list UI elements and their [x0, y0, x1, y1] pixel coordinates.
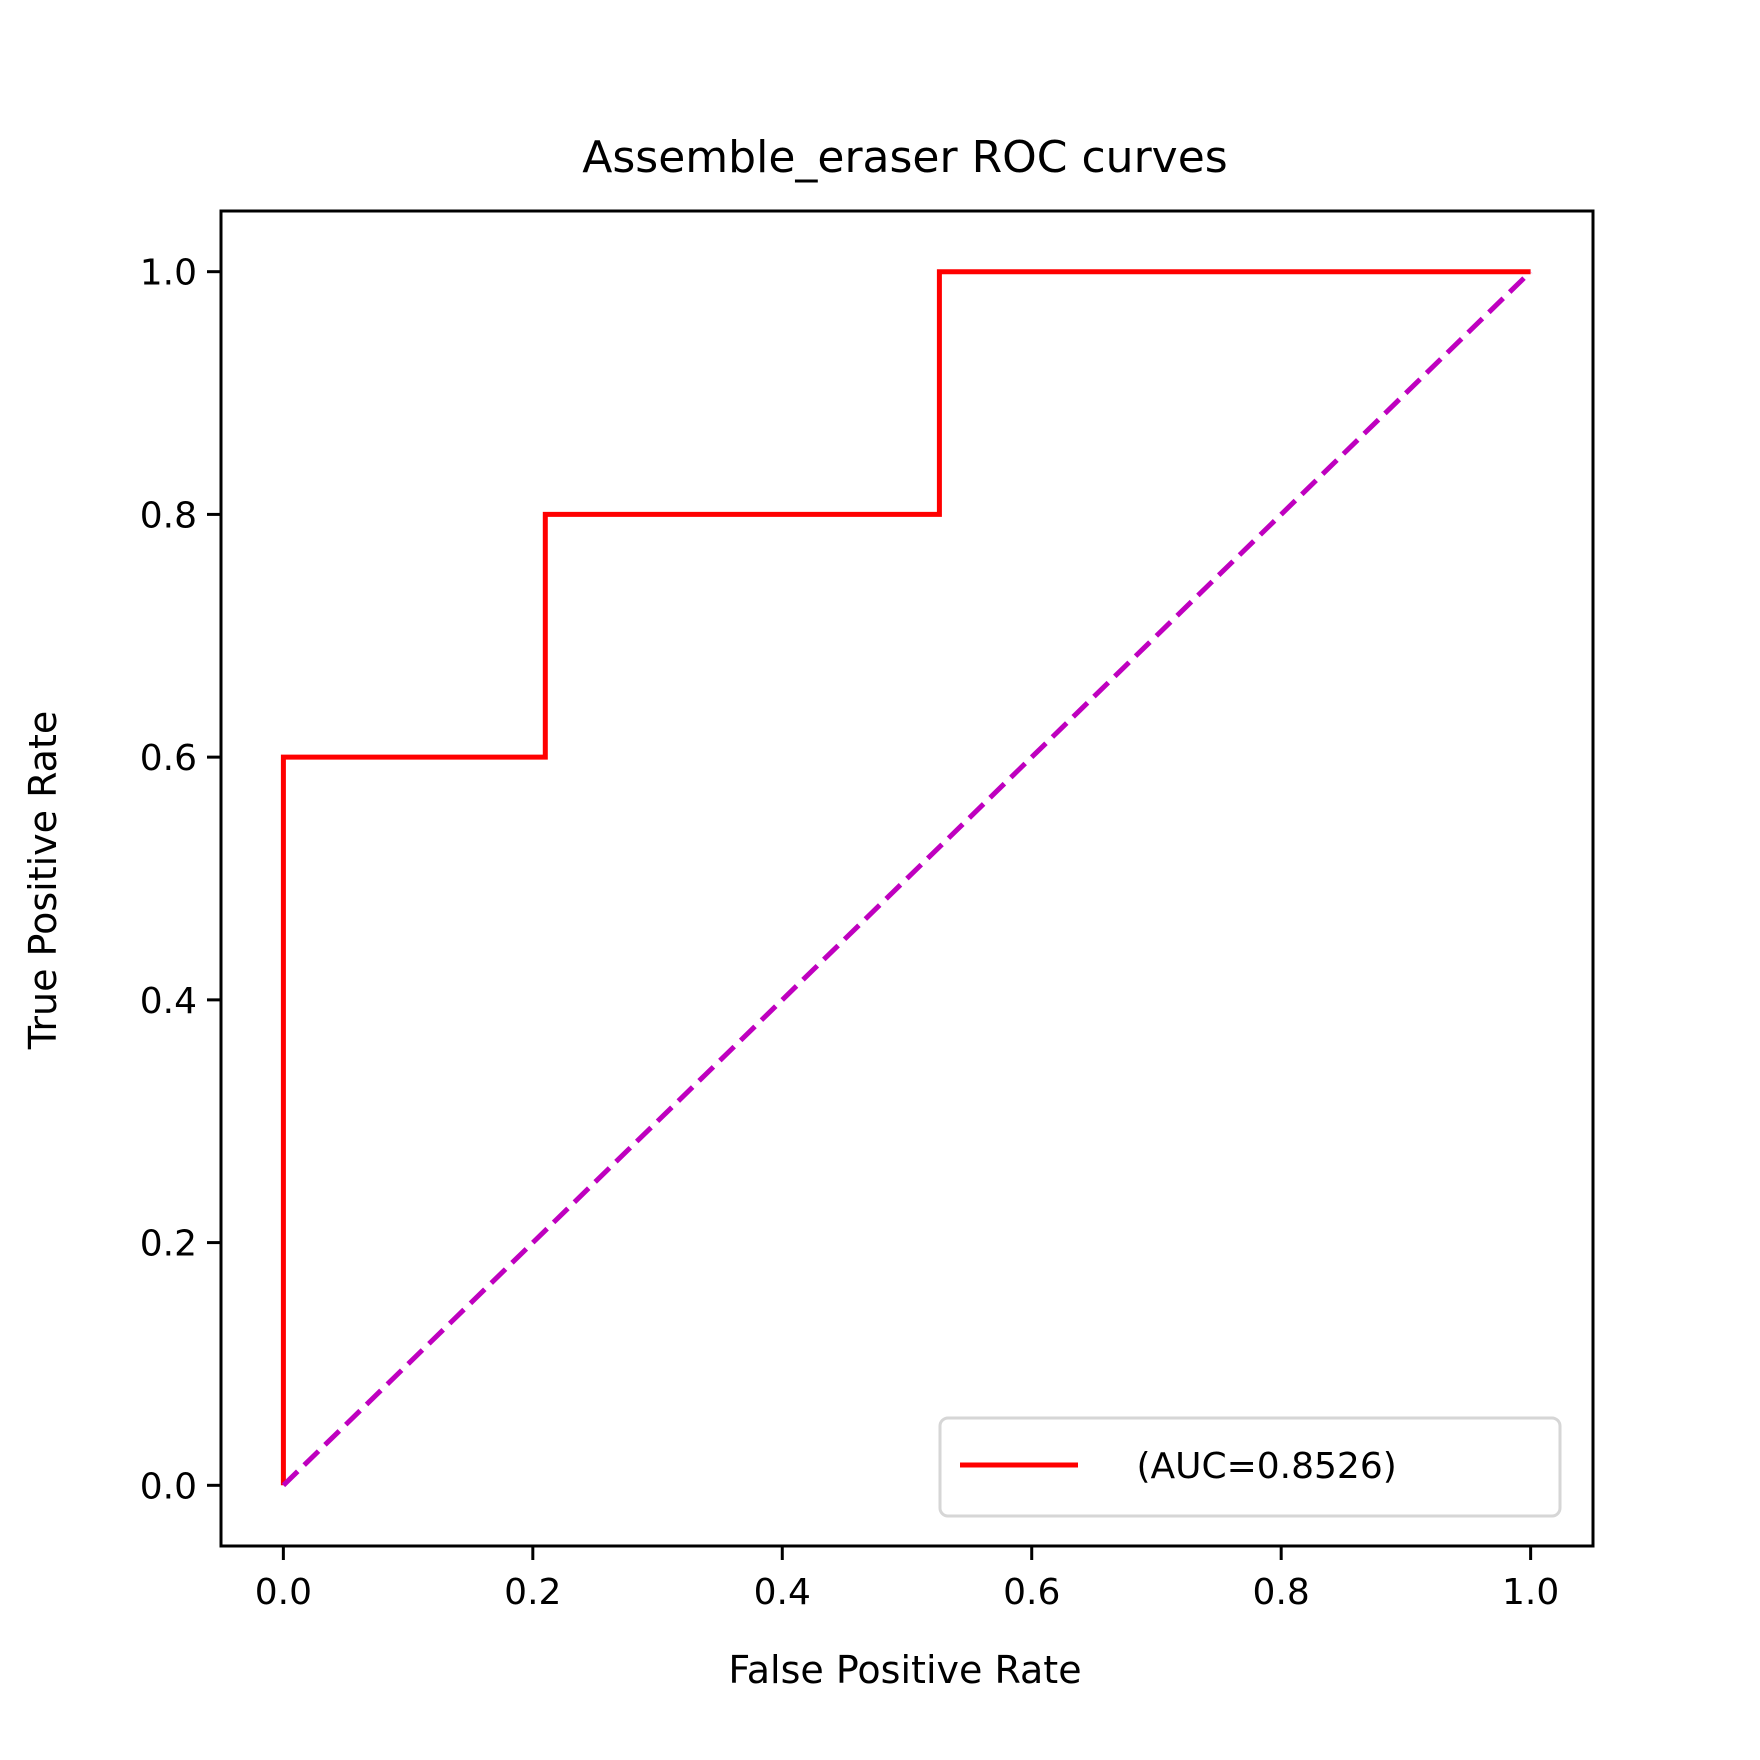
y-axis-label: True Positive Rate	[21, 711, 65, 1051]
y-axis-ticks: 0.0 0.2 0.4 0.6 0.8 1.0	[140, 253, 221, 1507]
x-tick-label: 0.8	[1253, 1572, 1310, 1613]
y-tick-label: 0.8	[140, 495, 197, 536]
y-tick-label: 0.6	[140, 738, 197, 779]
series-layer	[280, 269, 1533, 1488]
chart-title: Assemble_eraser ROC curves	[582, 132, 1227, 183]
legend: (AUC=0.8526)	[938, 1416, 1562, 1518]
y-tick-label: 0.0	[140, 1466, 197, 1507]
y-tick-label: 0.2	[140, 1224, 197, 1265]
roc-curve-line	[280, 269, 1531, 1486]
legend-label-roc: (AUC=0.8526)	[1125, 1446, 1397, 1487]
x-tick-label: 0.4	[754, 1572, 811, 1613]
x-tick-label: 0.6	[1003, 1572, 1060, 1613]
x-tick-label: 0.2	[504, 1572, 561, 1613]
x-axis-ticks: 0.0 0.2 0.4 0.6 0.8 1.0	[255, 1546, 1559, 1613]
chance-diagonal-line	[281, 269, 1533, 1488]
x-axis-label: False Positive Rate	[728, 1648, 1081, 1692]
y-tick-label: 1.0	[140, 253, 197, 294]
x-tick-label: 1.0	[1502, 1572, 1559, 1613]
x-tick-label: 0.0	[255, 1572, 312, 1613]
plot-frame	[219, 209, 1595, 1548]
legend-box	[938, 1416, 1562, 1518]
y-tick-label: 0.4	[140, 981, 197, 1022]
